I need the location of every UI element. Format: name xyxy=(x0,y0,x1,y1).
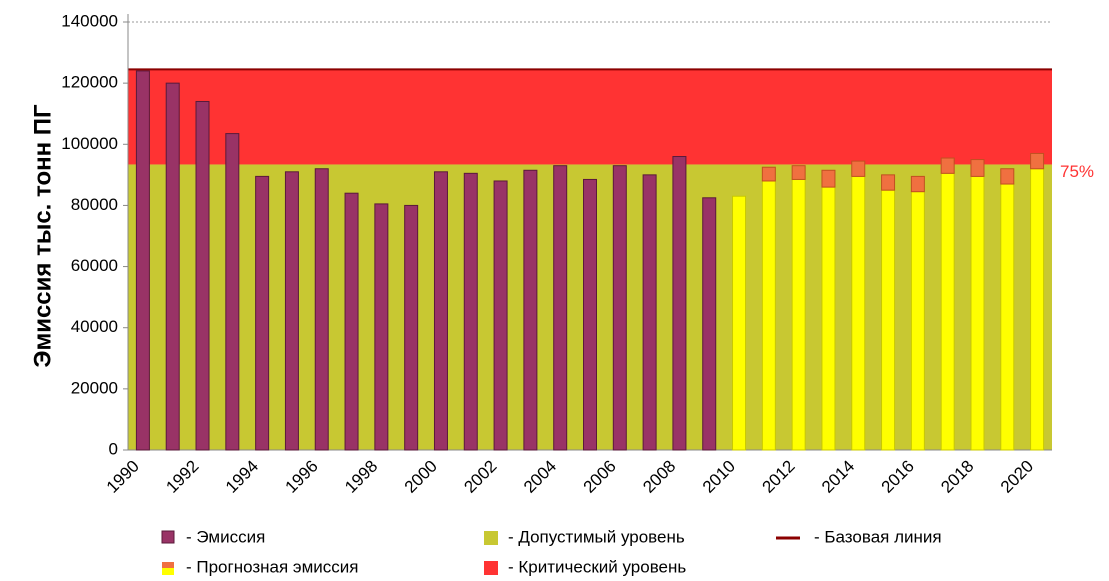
legend-label: - Эмиссия xyxy=(186,527,265,546)
bar xyxy=(881,189,896,451)
bar xyxy=(255,175,270,451)
legend-label: - Допустимый уровень xyxy=(508,527,685,546)
bar xyxy=(791,178,806,451)
x-tick-label: 2016 xyxy=(878,457,918,497)
y-tick-label: 40000 xyxy=(71,317,118,336)
x-tick-label: 2012 xyxy=(758,457,798,497)
y-tick-label: 140000 xyxy=(61,11,118,30)
bar xyxy=(344,192,359,451)
x-tick-label: 1992 xyxy=(162,457,202,497)
bar xyxy=(583,178,597,451)
bar xyxy=(642,174,657,451)
bar-increment xyxy=(910,175,925,193)
bar xyxy=(195,100,210,451)
x-tick-label: 2014 xyxy=(818,457,858,497)
bar xyxy=(553,165,568,451)
bar xyxy=(970,175,985,451)
bar-increment xyxy=(881,174,896,191)
bar-increment xyxy=(761,166,776,182)
bar xyxy=(910,191,925,451)
legend-label: - Прогнозная эмиссия xyxy=(186,557,359,576)
bar-increment xyxy=(970,159,985,177)
y-tick-label: 0 xyxy=(109,439,118,458)
bar xyxy=(135,70,150,451)
bar xyxy=(732,195,747,451)
bar xyxy=(940,172,955,451)
bar xyxy=(702,197,717,451)
annotation: 75% xyxy=(1060,162,1094,181)
x-tick-label: 1994 xyxy=(222,457,262,497)
x-tick-label: 1998 xyxy=(341,457,381,497)
bar xyxy=(493,180,508,451)
bar xyxy=(851,175,866,451)
bar xyxy=(672,156,687,451)
legend-label: - Критический уровень xyxy=(508,557,686,576)
legend-swatch xyxy=(162,562,174,568)
x-tick-label: 1990 xyxy=(103,457,143,497)
y-axis-label: Эмиссия тыс. тонн ПГ xyxy=(29,104,56,368)
x-tick-label: 2006 xyxy=(580,457,620,497)
bar xyxy=(374,203,389,451)
x-tick-label: 2010 xyxy=(699,457,739,497)
y-tick-label: 80000 xyxy=(71,195,118,214)
bar xyxy=(761,180,776,451)
y-tick-label: 100000 xyxy=(61,134,118,153)
bar-increment xyxy=(791,165,806,180)
legend-swatch xyxy=(162,568,174,575)
bar xyxy=(523,169,538,451)
y-tick-label: 20000 xyxy=(71,378,118,397)
x-tick-label: 2002 xyxy=(460,457,500,497)
bar xyxy=(404,204,419,451)
x-tick-label: 1996 xyxy=(282,457,322,497)
level-band xyxy=(128,69,1052,165)
legend-swatch xyxy=(161,530,175,544)
bar xyxy=(225,133,240,451)
bar-increment xyxy=(821,169,836,188)
x-tick-label: 2004 xyxy=(520,457,560,497)
bar-increment xyxy=(1000,168,1015,185)
bar xyxy=(1000,183,1015,451)
y-tick-label: 120000 xyxy=(61,73,118,92)
bar-increment xyxy=(940,157,955,174)
bar xyxy=(314,168,329,451)
bar xyxy=(463,172,478,451)
bar-increment xyxy=(1030,152,1045,170)
bar xyxy=(433,171,448,451)
bar xyxy=(284,171,299,451)
bar xyxy=(612,165,627,451)
y-tick-label: 60000 xyxy=(71,256,118,275)
x-tick-label: 2018 xyxy=(937,457,977,497)
bar xyxy=(821,186,836,451)
bar xyxy=(165,82,180,451)
legend-swatch xyxy=(484,531,498,545)
x-tick-label: 2000 xyxy=(401,457,441,497)
x-tick-label: 2008 xyxy=(639,457,679,497)
legend-swatch xyxy=(484,561,498,575)
legend-label: - Базовая линия xyxy=(814,527,942,546)
x-tick-label: 2020 xyxy=(997,457,1037,497)
bar-increment xyxy=(851,160,866,177)
bar xyxy=(1030,168,1045,451)
